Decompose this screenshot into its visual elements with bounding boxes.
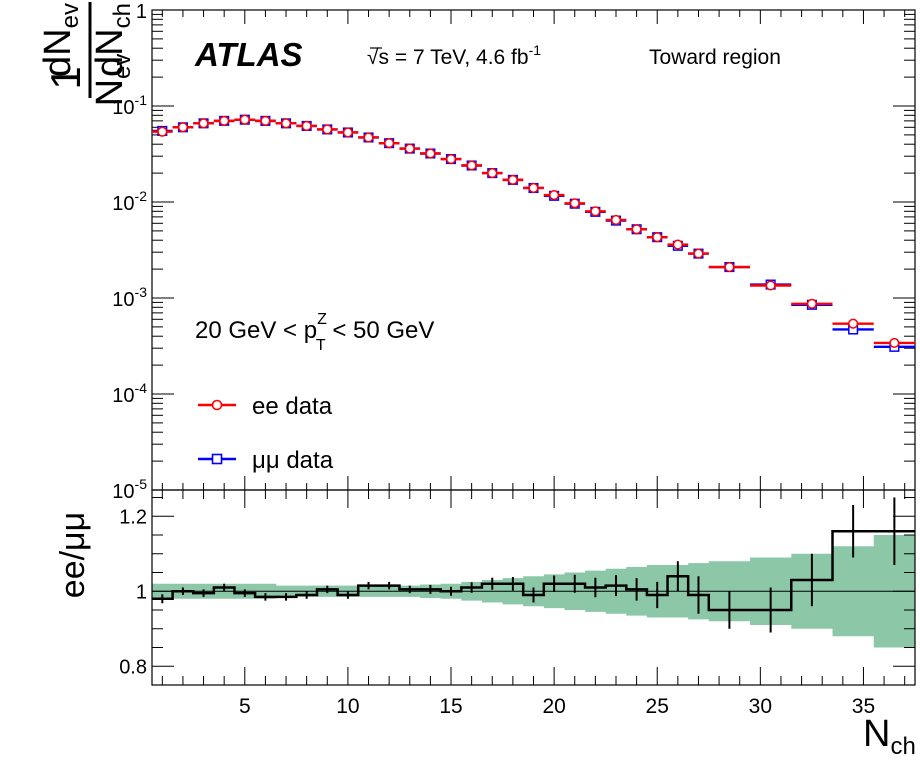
ee-point: [631, 224, 642, 235]
ee-point: [177, 122, 188, 133]
ee-point: [445, 154, 457, 165]
legend: ee data μμ data: [198, 393, 334, 474]
selection-prefix: 20 GeV < p: [195, 317, 317, 344]
ee-point: [610, 214, 622, 226]
ratio-y-tick-label: 1.2: [119, 506, 147, 528]
ee-point: [848, 318, 859, 329]
ee-point: [198, 118, 209, 129]
ylabel-n-sub: ev: [109, 54, 136, 79]
ee-point: [889, 337, 900, 349]
ee-point: [342, 127, 353, 138]
y-tick-label: 10-1: [112, 92, 147, 119]
legend-entry-ee: ee data: [198, 393, 333, 420]
ee-point: [219, 115, 230, 126]
x-tick-label: 30: [749, 695, 772, 718]
ee-point: [384, 138, 395, 149]
ee-point: [672, 239, 683, 250]
y-tick-exponent: -5: [135, 476, 148, 492]
ylabel-dnch-main: dN: [89, 28, 131, 77]
lumi-superscript: -1: [529, 42, 542, 58]
ee-point: [590, 206, 601, 217]
ee-point: [652, 232, 663, 243]
ee-point: [322, 124, 333, 135]
ee-point: [466, 160, 477, 171]
y-tick-base: 1: [136, 1, 147, 23]
selection-label: 20 GeV < pZ T < 50 GeV: [195, 311, 434, 354]
selection-sup: Z: [317, 311, 327, 328]
y-tick-exponent: -1: [135, 92, 148, 108]
ratio-ylabel: ee/μμ: [54, 512, 92, 598]
y-tick-base: 10: [112, 289, 134, 311]
ee-point: [528, 182, 539, 194]
y-tick-label: 10-5: [112, 476, 147, 503]
y-tick-exponent: -4: [135, 380, 148, 396]
y-tick-label: 10-2: [112, 188, 147, 215]
y-tick-label: 10-3: [112, 284, 147, 311]
ee-point: [157, 126, 168, 137]
ee-point: [363, 132, 374, 143]
y-tick-base: 10: [112, 193, 134, 215]
y-tick-exponent: -2: [135, 188, 148, 204]
x-axis-label: Nch: [863, 713, 916, 760]
xlabel-sub: ch: [890, 733, 915, 760]
ylabel-n-main: N: [89, 79, 131, 106]
y-tick-base: 10: [112, 481, 134, 503]
ee-point: [425, 148, 436, 159]
y-tick-base: 10: [112, 385, 134, 407]
ylabel-dnch-sub: ch: [109, 3, 136, 28]
main-ticks: 110-110-210-310-410-5: [112, 1, 915, 503]
ee-point: [487, 168, 498, 179]
energy-lumi-label: √s = 7 TeV, 4.6 fb-1: [367, 42, 541, 69]
ylabel-dnch: dNch: [89, 3, 136, 77]
ee-point: [806, 298, 817, 309]
x-tick-label: 10: [336, 695, 359, 718]
main-ylabel-frac2: dNev dNch: [37, 2, 136, 77]
ee-point: [569, 198, 580, 209]
legend-mumu-marker: [211, 453, 223, 465]
y-tick-base: 10: [112, 97, 134, 119]
ee-point: [549, 190, 560, 201]
y-tick-exponent: -3: [135, 284, 148, 300]
ylabel-dnev-main: dN: [37, 28, 79, 77]
selection-suffix: < 50 GeV: [326, 317, 435, 344]
legend-ee-label: ee data: [252, 393, 333, 420]
x-tick-label: 20: [542, 695, 565, 718]
ee-point: [724, 262, 735, 273]
ylabel-dnev-sub: ev: [57, 3, 84, 28]
main-ylabel: 1 Nev: [42, 54, 136, 107]
x-tick-label: 35: [852, 695, 875, 718]
ee-point: [260, 115, 271, 126]
energy-text: √s = 7 TeV, 4.6 fb: [367, 46, 529, 69]
ee-point: [301, 120, 312, 131]
x-tick-label: 15: [439, 695, 462, 718]
ratio-y-tick-label: 0.8: [119, 656, 147, 678]
x-tick-label: 5: [239, 695, 251, 718]
experiment-label: ATLAS: [194, 36, 303, 73]
ratio-panel: 0.8 1 1.2 5 10 15 20 25 30 35 ee/μμ Nch: [54, 489, 916, 760]
ee-point: [765, 280, 776, 291]
ee-point: [280, 118, 292, 129]
xlabel-main: N: [863, 713, 890, 755]
ee-point: [239, 114, 250, 125]
legend-entry-mumu: μμ data: [198, 447, 334, 474]
ratio-histogram: [152, 530, 915, 612]
y-tick-label: 10-4: [112, 380, 147, 407]
y-tick-label: 1: [136, 1, 147, 23]
ylabel-n: Nev: [89, 54, 136, 107]
main-marks: [152, 114, 915, 352]
ratio-ticks: 0.8 1 1.2 5 10 15 20 25 30 35: [119, 490, 915, 718]
ylabel-dnev: dNev: [37, 3, 84, 77]
ylabel-one: 1: [42, 66, 89, 89]
region-label: Toward region: [649, 46, 781, 69]
x-tick-label: 25: [646, 695, 669, 718]
ee-point: [693, 248, 704, 259]
selection-sub: T: [316, 337, 326, 354]
legend-mumu-label: μμ data: [252, 447, 334, 474]
legend-ee-marker: [211, 399, 223, 411]
ratio-y-tick-label: 1: [136, 581, 147, 603]
ee-point: [507, 174, 518, 185]
main-panel: 110-110-210-310-410-5 ATLAS √s = 7 TeV, …: [37, 1, 916, 503]
ee-point: [404, 143, 415, 154]
